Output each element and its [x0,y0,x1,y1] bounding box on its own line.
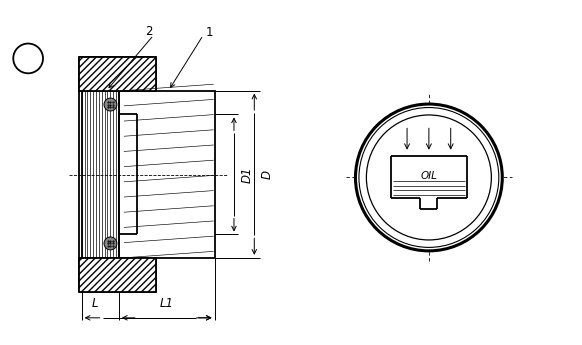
Circle shape [359,108,499,247]
Bar [79,258,156,292]
Text: D: D [261,170,274,179]
Bar [81,91,119,258]
Text: L: L [92,297,98,310]
Text: OIL: OIL [420,171,437,181]
Text: 2: 2 [145,24,152,38]
Circle shape [356,104,502,251]
Text: 1: 1 [206,26,214,39]
Circle shape [13,43,43,73]
Text: D1: D1 [240,167,253,183]
Circle shape [104,98,117,111]
Circle shape [375,124,482,231]
Text: L1: L1 [159,297,174,310]
Bar [79,57,156,91]
Circle shape [367,115,491,240]
Circle shape [104,237,117,250]
Text: B: B [24,53,33,63]
Bar [119,91,215,258]
